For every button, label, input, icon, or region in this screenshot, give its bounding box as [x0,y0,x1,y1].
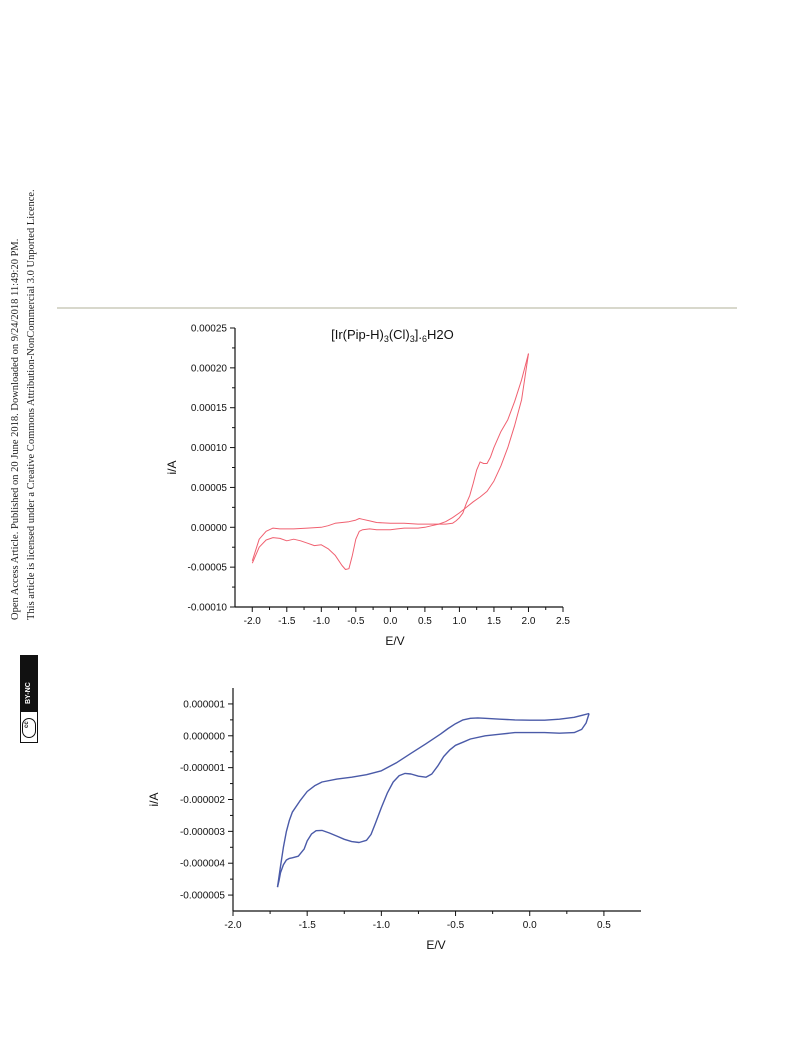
chart-title: [Ir(Pip-H)3(Cl)3].6H2O [331,327,454,344]
y-tick-label: 0.000001 [183,699,225,710]
y-tick-label: -0.00010 [188,603,228,614]
cv-trace [251,353,529,570]
cc-by-nc-badge[interactable]: BY-NC cc [20,655,38,743]
x-tick-label: 1.0 [452,616,466,627]
divider-line [57,307,737,309]
x-tick-label: -1.5 [299,920,317,931]
y-tick-label: 0.000000 [183,731,225,742]
y-tick-label: -0.000004 [180,859,225,870]
open-access-notice: Open Access Article. Published on 20 Jun… [0,0,40,1039]
y-tick-label: 0.00005 [191,483,228,494]
badge-dark-panel: BY-NC [21,656,37,712]
y-tick-label: -0.000001 [180,763,225,774]
x-tick-label: -2.0 [244,616,262,627]
open-access-line[interactable]: Open Access Article. Published on 20 Jun… [10,238,21,620]
y-tick-label: -0.000002 [180,795,225,806]
x-tick-label: 2.0 [522,616,536,627]
x-tick-label: 2.5 [556,616,570,627]
x-tick-label: -2.0 [224,920,242,931]
y-axis-label: i/A [147,792,161,806]
x-tick-label: 1.5 [487,616,501,627]
y-tick-label: 0.00010 [191,443,228,454]
y-tick-label: 0.00020 [191,363,228,374]
y-axis-label: i/A [165,460,179,474]
x-tick-label: -1.0 [313,616,331,627]
cv-chart-red: -2.0 -1.5 -1.0 -0.5 0.0 0.5 1.0 1.5 2.0 2.5 -0.000… [165,324,570,649]
x-tick-label: 0.0 [523,920,537,931]
cv-trace [276,713,590,888]
x-tick-label: -0.5 [347,616,365,627]
x-axis-label: E/V [385,634,404,648]
x-tick-label: 0.5 [597,920,611,931]
x-tick-label: 0.0 [383,616,397,627]
y-tick-label: 0.00015 [191,403,228,414]
x-tick-label: -1.0 [373,920,391,931]
x-axis-label: E/V [426,938,445,952]
y-tick-label: -0.00005 [188,563,228,574]
cv-chart-blue: -2.0 -1.5 -1.0 -0.5 0.0 0.5 -0.000005 -0.000004… [147,688,641,952]
cv-trace [276,712,590,888]
x-tick-label: -1.5 [278,616,296,627]
y-tick-label: -0.000005 [180,891,225,902]
y-tick-label: 0.00025 [191,324,228,335]
licence-line[interactable]: This article is licensed under a Creativ… [26,189,37,620]
x-tick-label: 0.5 [418,616,432,627]
cc-logo-icon: cc [22,718,36,738]
y-tick-label: -0.000003 [180,827,225,838]
cv-trace [251,353,529,561]
y-tick-label: 0.00000 [191,523,228,534]
badge-label: BY-NC [25,682,32,704]
x-tick-label: -0.5 [447,920,465,931]
